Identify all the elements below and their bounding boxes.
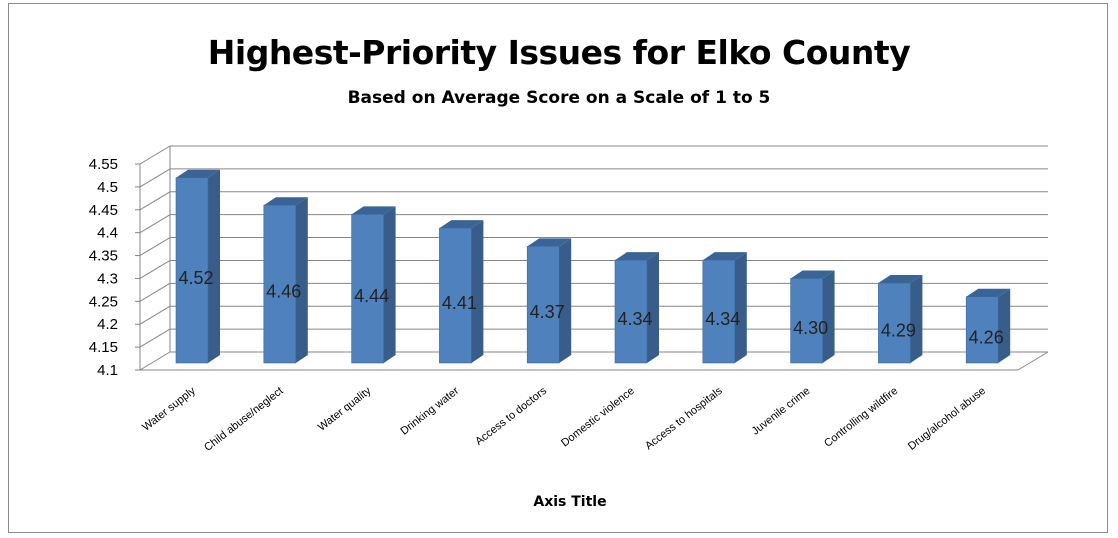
chart-title: Highest-Priority Issues for Elko County xyxy=(207,33,911,72)
y-tick-label: 4.4 xyxy=(97,225,118,242)
bar-front xyxy=(790,278,823,364)
gridline-diagonal xyxy=(139,145,171,165)
y-tick-label: 4.5 xyxy=(97,179,118,196)
y-tick-label: 4.3 xyxy=(97,270,118,287)
x-axis-title: Axis Title xyxy=(533,494,606,510)
y-tick-label: 4.1 xyxy=(97,362,118,379)
gridline-diagonal xyxy=(139,305,171,325)
bar-side xyxy=(383,206,396,363)
data-label: 4.37 xyxy=(530,302,565,322)
data-label: 4.41 xyxy=(442,293,477,313)
chart-subtitle: Based on Average Score on a Scale of 1 t… xyxy=(347,88,771,108)
bar-top xyxy=(351,206,396,215)
bar-top xyxy=(263,197,308,206)
bar-top xyxy=(439,220,484,229)
data-label: 4.29 xyxy=(881,321,916,341)
bar-top xyxy=(966,288,1011,297)
bar xyxy=(175,169,220,364)
y-tick-label: 4.25 xyxy=(89,293,118,310)
y-tick-label: 4.35 xyxy=(89,248,118,265)
x-tick-label: Drug/alcohol abuse xyxy=(906,385,988,453)
gridline-diagonal xyxy=(139,260,171,279)
bar-front xyxy=(526,246,560,364)
data-label: 4.52 xyxy=(178,268,213,288)
x-tick-label: Controlling wildfire xyxy=(822,385,900,450)
bar-side xyxy=(647,252,659,363)
x-tick-label: Child abuse/neglect xyxy=(202,385,286,454)
x-tick-label: Domestic violence xyxy=(559,385,637,449)
bar-side xyxy=(559,238,572,363)
bar xyxy=(439,220,484,364)
data-label: 4.34 xyxy=(705,309,740,329)
bar-top xyxy=(790,270,835,279)
bar-side xyxy=(208,169,220,363)
bar xyxy=(263,197,308,364)
bar-top xyxy=(615,252,659,261)
bar-front xyxy=(965,296,999,364)
gridline-diagonal xyxy=(139,282,171,302)
bar-front xyxy=(614,259,648,364)
gridline-diagonal xyxy=(139,168,171,188)
bar xyxy=(614,252,659,364)
bar-front xyxy=(175,177,209,364)
axes xyxy=(135,146,1049,371)
gridline-diagonal xyxy=(139,191,171,211)
y-tick-label: 4.45 xyxy=(89,202,118,219)
bar-front xyxy=(263,204,297,364)
data-label: 4.46 xyxy=(266,282,301,302)
bar-front xyxy=(439,227,472,364)
bars xyxy=(175,169,1011,364)
y-tick-label: 4.2 xyxy=(97,316,118,333)
data-label: 4.34 xyxy=(617,309,652,329)
bar xyxy=(790,270,835,364)
bar xyxy=(878,275,923,364)
bar-top xyxy=(527,238,572,247)
bar-top xyxy=(176,169,220,178)
bar-side xyxy=(822,270,835,363)
y-tick-label: 4.15 xyxy=(89,339,118,356)
bar-side xyxy=(471,220,484,363)
gridline-diagonal xyxy=(139,328,171,348)
bar-top xyxy=(878,275,923,284)
bar xyxy=(526,238,572,364)
bar-top xyxy=(702,252,747,261)
data-labels: 4.52 4.46 4.44 4.41 4.37 4.34 4.34 4.30 4.29 4.26 xyxy=(178,268,1003,348)
bar xyxy=(351,206,396,364)
x-tick-label: Access to doctors xyxy=(473,385,549,448)
bar-side xyxy=(734,252,747,363)
bar-side xyxy=(998,288,1011,363)
bar xyxy=(702,252,747,364)
bar-side xyxy=(910,275,923,363)
x-tick-label: Drinking water xyxy=(398,385,461,438)
bar-side xyxy=(295,197,308,363)
data-label: 4.26 xyxy=(969,327,1004,347)
bar-front xyxy=(702,259,736,364)
gridline-diagonal xyxy=(139,214,171,234)
bar-front xyxy=(878,282,911,364)
x-tick-label: Juvenile crime xyxy=(750,385,813,438)
y-tick-labels: 4.1 4.15 4.2 4.25 4.3 4.35 4.4 4.45 4.5 4.55 xyxy=(89,156,118,379)
data-label: 4.30 xyxy=(793,318,828,338)
bar xyxy=(965,288,1011,364)
gridline-diagonal xyxy=(139,351,171,371)
floor-right-edge xyxy=(1017,351,1049,371)
data-label: 4.44 xyxy=(354,286,389,306)
x-tick-label: Water quality xyxy=(316,385,374,434)
x-tick-label: Access to hospitals xyxy=(643,385,725,453)
x-tick-label: Water supply xyxy=(140,385,198,434)
gridline-diagonal xyxy=(139,237,171,256)
x-tick-labels: Water supply Child abuse/neglect Water qua… xyxy=(140,385,988,454)
y-tick-label: 4.55 xyxy=(89,156,118,173)
bar-front xyxy=(351,214,384,364)
